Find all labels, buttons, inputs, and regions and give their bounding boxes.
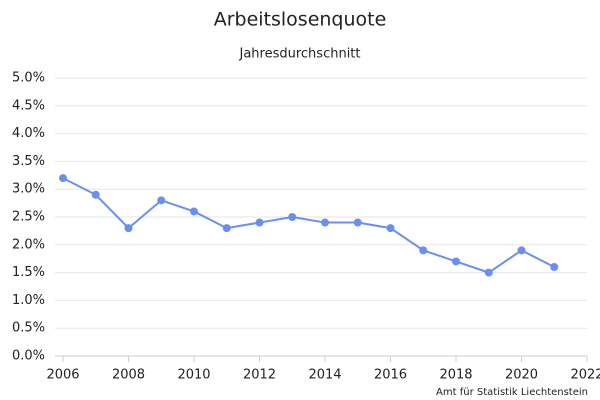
point [321, 218, 329, 227]
y-tick-label: 1.5% [12, 265, 45, 280]
y-tick-label: 2.0% [12, 237, 45, 252]
x-tick-label: 2022 [570, 368, 600, 383]
y-tick-label: 2.5% [12, 210, 45, 225]
point [288, 213, 297, 221]
point [255, 218, 264, 227]
point [353, 218, 362, 227]
y-tick-label: 5.0% [12, 71, 45, 86]
point [91, 190, 100, 199]
x-tick-label: 2008 [112, 368, 145, 383]
point [386, 224, 395, 233]
x-tick-label: 2018 [439, 368, 472, 383]
point [190, 207, 198, 216]
source: Amt für Statistik Liechtenstein [436, 387, 588, 398]
y-tick-label: 0.5% [12, 321, 45, 336]
x-tick-label: 2014 [308, 368, 341, 383]
x-tick-label: 2020 [505, 368, 538, 383]
x-tick-label: 2012 [243, 368, 276, 383]
point [550, 263, 559, 272]
point [157, 196, 166, 205]
line [62, 177, 555, 274]
y-tick-label: 4.5% [12, 98, 45, 113]
point [222, 224, 231, 233]
point [419, 246, 428, 255]
point [124, 224, 133, 233]
y-tick-label: 4.0% [12, 126, 45, 141]
x-tick-label: 2010 [177, 368, 210, 383]
x-tick-label: 2016 [374, 368, 407, 383]
y-tick-label: 3.5% [12, 154, 45, 169]
point [484, 268, 493, 277]
y-tick-label: 3.0% [12, 182, 45, 197]
point [517, 246, 526, 255]
point [59, 174, 67, 183]
chart-subtitle: Jahresdurchschnitt [238, 47, 360, 62]
y-tick-label: 1.0% [12, 293, 45, 308]
point [452, 257, 460, 266]
y-tick-label: 0.0% [12, 349, 45, 364]
x-tick-label: 2006 [46, 368, 79, 383]
chart-title: Arbeitslosenquote [214, 9, 387, 31]
